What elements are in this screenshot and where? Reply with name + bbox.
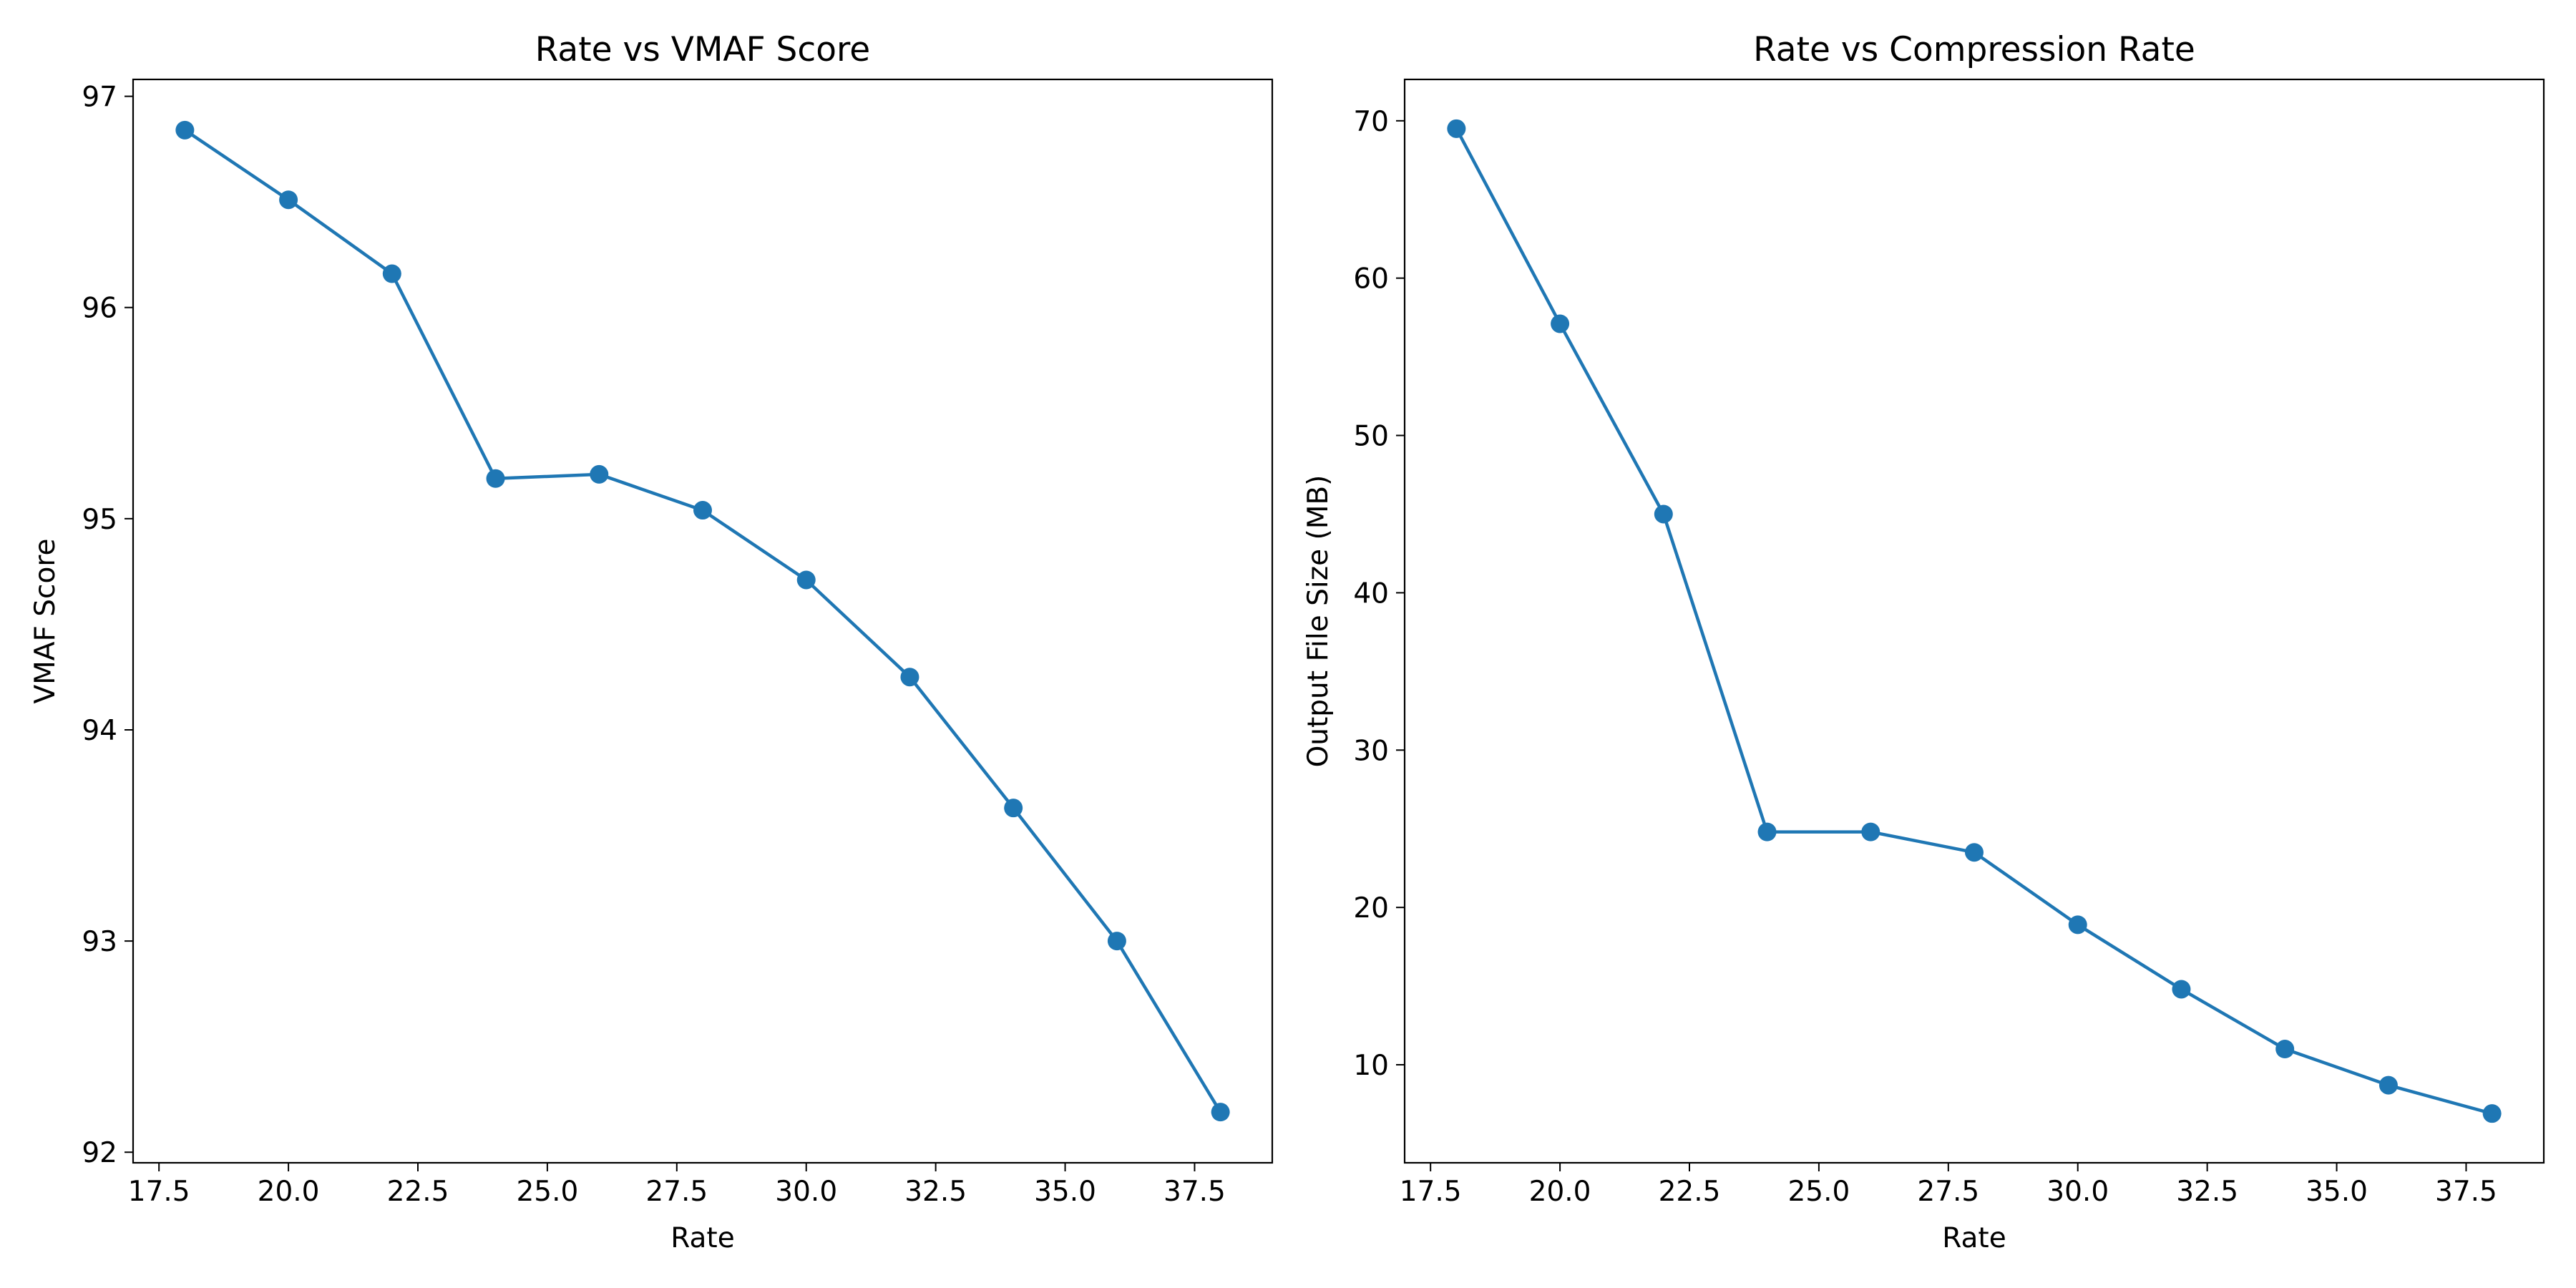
data-point [1447, 119, 1466, 138]
x-tick-label: 35.0 [2306, 1176, 2368, 1208]
y-tick-label: 97 [82, 82, 117, 114]
x-tick-label: 32.5 [904, 1176, 967, 1208]
y-tick-label: 40 [1353, 577, 1389, 610]
y-tick-label: 70 [1353, 106, 1389, 138]
x-tick-label: 17.5 [128, 1176, 190, 1208]
x-tick-label: 27.5 [645, 1176, 708, 1208]
x-tick-label: 20.0 [1529, 1176, 1591, 1208]
data-point [1551, 314, 1570, 333]
x-tick-label: 30.0 [775, 1176, 837, 1208]
x-tick-label: 37.5 [1163, 1176, 1226, 1208]
y-tick-label: 50 [1353, 421, 1389, 453]
data-point [2379, 1075, 2398, 1095]
data-point [590, 464, 609, 484]
data-point [2172, 980, 2191, 999]
data-point [175, 120, 195, 140]
chart-title: Rate vs VMAF Score [535, 30, 870, 69]
x-tick-label: 32.5 [2176, 1176, 2238, 1208]
x-tick-label: 35.0 [1034, 1176, 1096, 1208]
data-point [2068, 915, 2087, 935]
x-tick-label: 22.5 [1659, 1176, 1721, 1208]
x-axis-label: Rate [1942, 1222, 2006, 1254]
series-line [1455, 127, 2494, 1116]
data-point [1965, 843, 1984, 862]
chart-compression: Rate vs Compression Rate 17.5 20.0 22.5 25.0… [1302, 30, 2545, 1254]
x-tick-label: 30.0 [2046, 1176, 2109, 1208]
x-tick-label: 25.0 [516, 1176, 578, 1208]
data-point [1107, 932, 1126, 951]
x-tick-label: 22.5 [387, 1176, 449, 1208]
data-point [279, 190, 298, 210]
x-tick-label: 27.5 [1917, 1176, 1979, 1208]
data-point [382, 264, 401, 283]
data-point [2482, 1104, 2502, 1123]
x-axis-label: Rate [670, 1222, 734, 1254]
y-tick-label: 93 [82, 926, 117, 958]
x-tick-label: 17.5 [1400, 1176, 1462, 1208]
y-tick-label: 30 [1353, 735, 1389, 767]
y-tick-label: 94 [82, 715, 117, 747]
x-tick-label: 25.0 [1787, 1176, 1850, 1208]
data-point [1654, 504, 1673, 524]
y-tick-label: 10 [1353, 1050, 1389, 1082]
series-line [183, 128, 1222, 1114]
y-tick-label: 96 [82, 293, 117, 325]
data-point [1211, 1103, 1230, 1122]
data-point [1004, 799, 1023, 818]
data-point [693, 501, 712, 520]
chart-title: Rate vs Compression Rate [1753, 30, 2195, 69]
data-point [900, 668, 919, 687]
y-tick-label: 20 [1353, 892, 1389, 924]
plot-frame [132, 78, 1274, 1164]
chart-vmaf: Rate vs VMAF Score 17.5 20.0 22.5 25.0 27.5 30… [29, 30, 1274, 1254]
data-point [1861, 822, 1880, 841]
data-point [796, 570, 816, 590]
y-tick-label: 95 [82, 504, 117, 536]
data-point [1757, 822, 1777, 841]
x-tick-label: 37.5 [2435, 1176, 2497, 1208]
data-point [2275, 1040, 2295, 1059]
y-tick-label: 60 [1353, 263, 1389, 296]
plot-frame [1403, 78, 2545, 1164]
y-axis-label: VMAF Score [29, 538, 62, 703]
x-tick-label: 20.0 [258, 1176, 320, 1208]
data-point [486, 469, 505, 488]
y-tick-label: 92 [82, 1137, 117, 1169]
y-axis-label: Output File Size (MB) [1302, 475, 1335, 768]
